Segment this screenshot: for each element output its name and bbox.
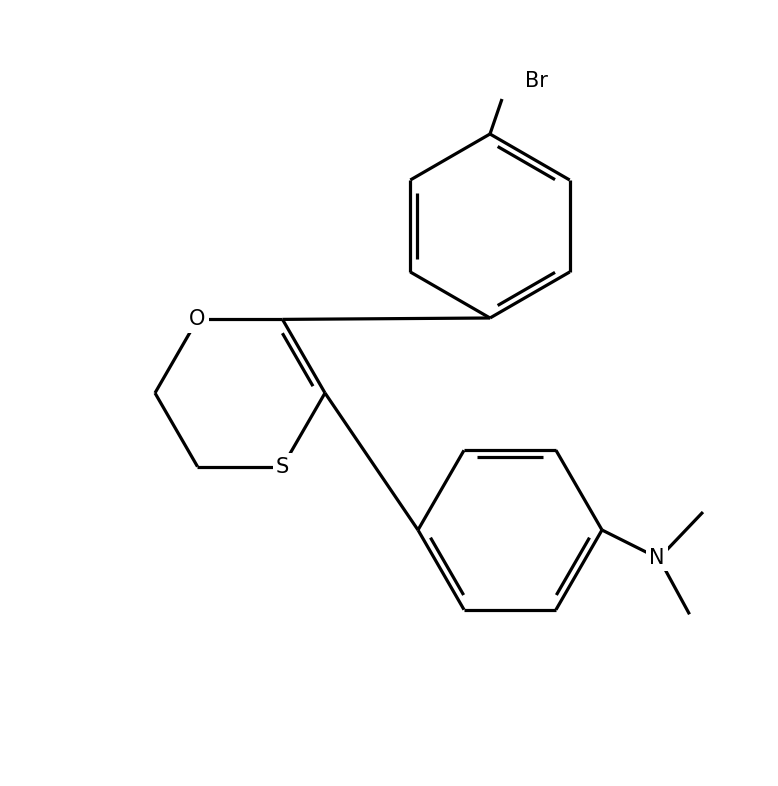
Text: S: S xyxy=(276,457,289,476)
Text: O: O xyxy=(189,310,205,329)
Text: N: N xyxy=(650,548,664,568)
Text: Br: Br xyxy=(525,71,548,91)
